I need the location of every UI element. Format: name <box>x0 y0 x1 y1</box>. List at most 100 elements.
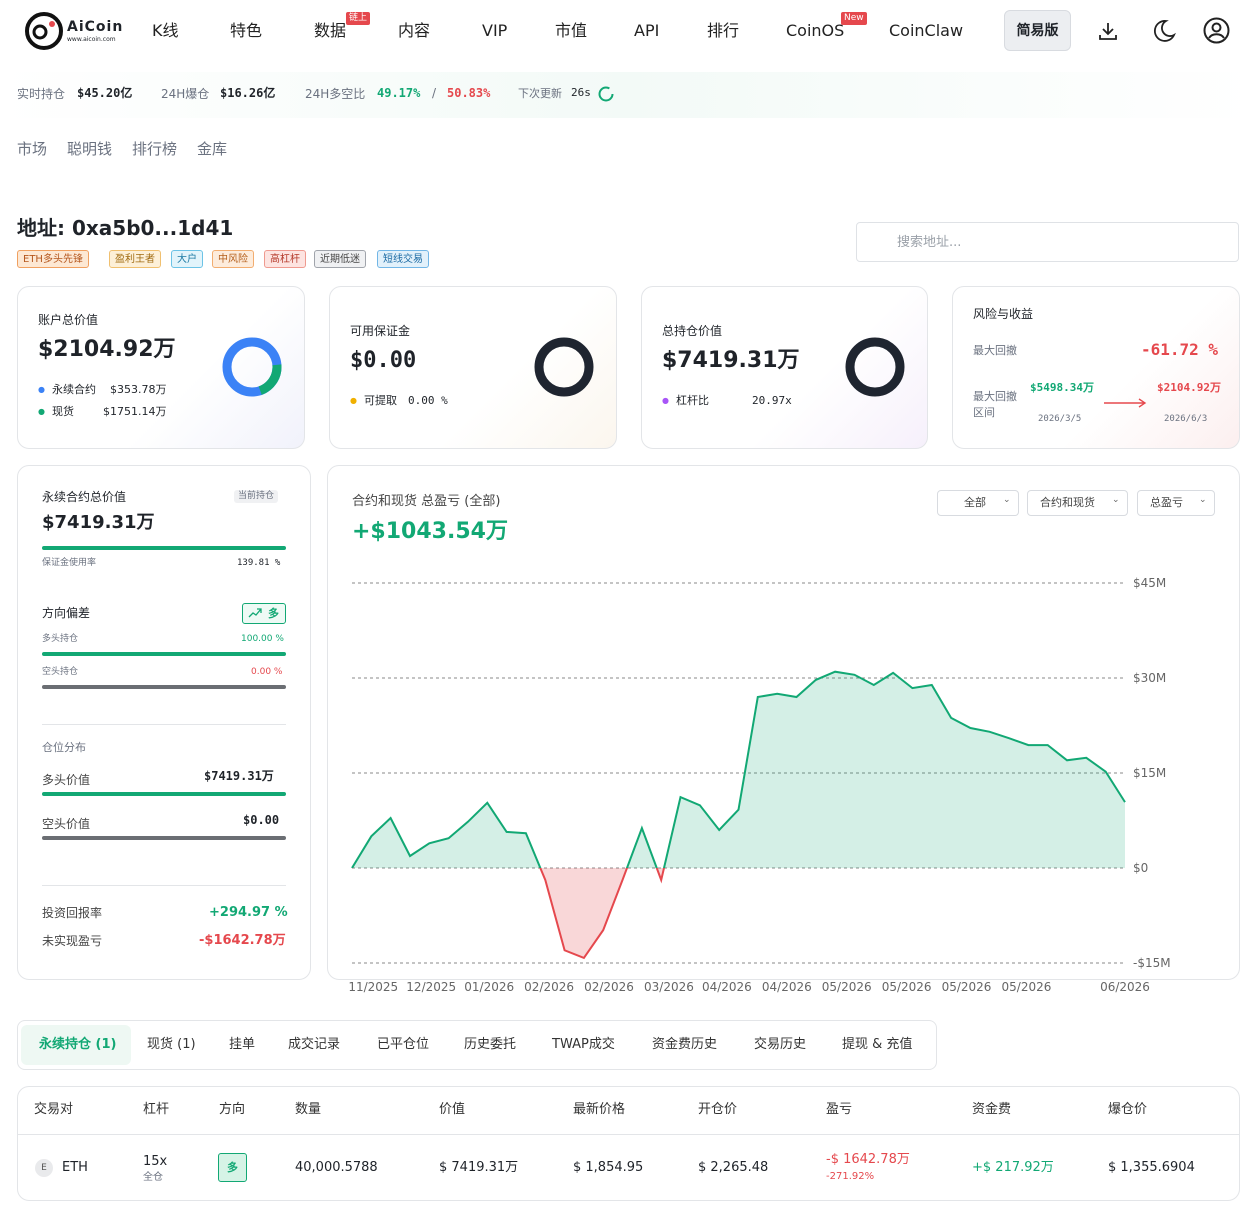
value: $ 7419.31万 <box>439 1160 519 1175</box>
subnav-item[interactable]: 排行榜 <box>132 140 178 158</box>
pnl-pct: -271.92% <box>826 1171 875 1182</box>
side-badge: 多 <box>218 1153 247 1182</box>
tag: 大户 <box>171 250 203 268</box>
tab[interactable]: 成交记录 <box>288 1037 341 1052</box>
theme-icon[interactable] <box>1151 18 1177 44</box>
nav-item[interactable]: 排行 <box>707 21 740 40</box>
filter-box[interactable] <box>1027 490 1128 516</box>
subnav-item[interactable]: 金库 <box>197 140 228 158</box>
active-tab-bg <box>21 1025 131 1065</box>
column-header[interactable]: 价值 <box>439 1102 466 1117</box>
x-tick-label: 05/2026 <box>1002 980 1052 994</box>
range-label: 最大回撤区间 <box>973 390 1017 419</box>
coin-icon: E <box>35 1159 53 1177</box>
tag: 中风险 <box>212 250 254 268</box>
position-card <box>641 286 928 449</box>
download-icon[interactable] <box>1097 20 1119 42</box>
size: 40,000.5788 <box>295 1160 378 1175</box>
tab[interactable]: TWAP成交 <box>552 1037 615 1052</box>
long-value-bar <box>42 792 286 796</box>
tag: 短线交易 <box>377 250 429 268</box>
margin-mode: 全仓 <box>143 1172 163 1183</box>
column-header[interactable]: 资金费 <box>972 1102 1012 1117</box>
filter-box[interactable] <box>937 490 1019 516</box>
simple-mode-button[interactable]: 简易版 <box>1004 10 1071 51</box>
column-header[interactable]: 盈亏 <box>826 1102 853 1117</box>
tag: 近期低迷 <box>314 250 366 268</box>
card-label: 可用保证金 <box>350 324 411 338</box>
item-label: 可提取 <box>364 394 397 407</box>
margin-donut <box>534 337 594 397</box>
x-tick-label: 05/2026 <box>822 980 872 994</box>
filter-box[interactable] <box>1137 490 1215 516</box>
nav-item[interactable]: 特色 <box>230 21 263 40</box>
user-icon[interactable] <box>1203 17 1230 44</box>
update-label: 下次更新 <box>518 87 562 100</box>
upnl: -$1642.78万 <box>199 933 286 948</box>
bias-badge: 多 <box>242 603 286 624</box>
pnl-total: +$1043.54万 <box>352 519 508 544</box>
max-dd: -61.72 % <box>1141 340 1219 359</box>
range-arrow <box>1104 398 1147 408</box>
perp-value: $7419.31万 <box>42 512 155 533</box>
long-bar <box>42 652 286 656</box>
pair: ETH <box>62 1160 88 1175</box>
column-header[interactable]: 数量 <box>295 1102 322 1117</box>
tab[interactable]: 交易历史 <box>754 1037 807 1052</box>
filter-caret: ⌄ <box>1112 495 1120 505</box>
nav-item[interactable]: 数据 <box>314 21 347 40</box>
subnav-item[interactable]: 市场 <box>17 140 48 158</box>
x-tick-label: 02/2026 <box>584 980 634 994</box>
y-tick-label: $45M <box>1133 576 1166 590</box>
nav-item[interactable]: 市值 <box>555 21 588 40</box>
subnav-item[interactable]: 聪明钱 <box>67 140 113 158</box>
x-tick-label: 03/2026 <box>644 980 694 994</box>
nav-item[interactable]: API <box>634 21 660 40</box>
nav-item[interactable]: 内容 <box>398 21 431 40</box>
tag: ETH多头先锋 <box>17 250 89 268</box>
column-header[interactable]: 交易对 <box>34 1102 74 1117</box>
funding: +$ 217.92万 <box>972 1160 1054 1175</box>
x-tick-label: 01/2026 <box>464 980 514 994</box>
tag: 盈利王者 <box>109 250 161 268</box>
usage-bar <box>42 546 286 550</box>
short-bar <box>42 685 286 689</box>
column-header[interactable]: 方向 <box>219 1102 246 1117</box>
tab[interactable]: 挂单 <box>229 1037 256 1052</box>
dd-to-value: $2104.92万 <box>1157 381 1221 394</box>
tab[interactable]: 已平仓位 <box>377 1037 430 1052</box>
tab[interactable]: 资金费历史 <box>652 1037 718 1052</box>
card-label: 账户总价值 <box>38 313 99 327</box>
tab[interactable]: 永续持仓 (1) <box>39 1037 117 1052</box>
perp-badge: 当前持仓 <box>234 490 279 503</box>
item-label: 永续合约 <box>52 383 96 396</box>
x-tick-label: 05/2026 <box>942 980 992 994</box>
legend-dot: ● <box>350 396 357 405</box>
nav-item[interactable]: CoinOS <box>786 21 845 40</box>
column-header[interactable]: 爆仓价 <box>1108 1102 1148 1117</box>
filter-label: 合约和现货 <box>1040 496 1095 509</box>
y-tick-label: $15M <box>1133 766 1166 780</box>
item-value: 0.00 % <box>408 394 448 407</box>
column-header[interactable]: 最新价格 <box>573 1102 626 1117</box>
ticker-label: 实时持仓 <box>17 87 66 101</box>
usage-value: 139.81 % <box>237 558 281 568</box>
nav-badge: 链上 <box>346 12 371 25</box>
logo-sub: www.aicoin.com <box>67 36 116 43</box>
tab[interactable]: 历史委托 <box>464 1037 517 1052</box>
column-header[interactable]: 开仓价 <box>698 1102 738 1117</box>
tab[interactable]: 提现 & 充值 <box>842 1037 913 1052</box>
y-tick-label: $30M <box>1133 671 1166 685</box>
legend-dot: ● <box>38 385 45 394</box>
ticker-value: $45.20亿 <box>77 86 133 100</box>
perp-panel <box>17 465 311 980</box>
search-box[interactable] <box>856 222 1239 262</box>
column-header[interactable]: 杠杆 <box>143 1102 170 1117</box>
tab[interactable]: 现货 (1) <box>147 1037 196 1052</box>
upnl-label: 未实现盈亏 <box>42 934 103 948</box>
legend-dot: ● <box>38 407 45 416</box>
nav-item[interactable]: CoinClaw <box>889 21 964 40</box>
nav-item[interactable]: VIP <box>482 21 508 40</box>
nav-item[interactable]: K线 <box>152 21 179 40</box>
